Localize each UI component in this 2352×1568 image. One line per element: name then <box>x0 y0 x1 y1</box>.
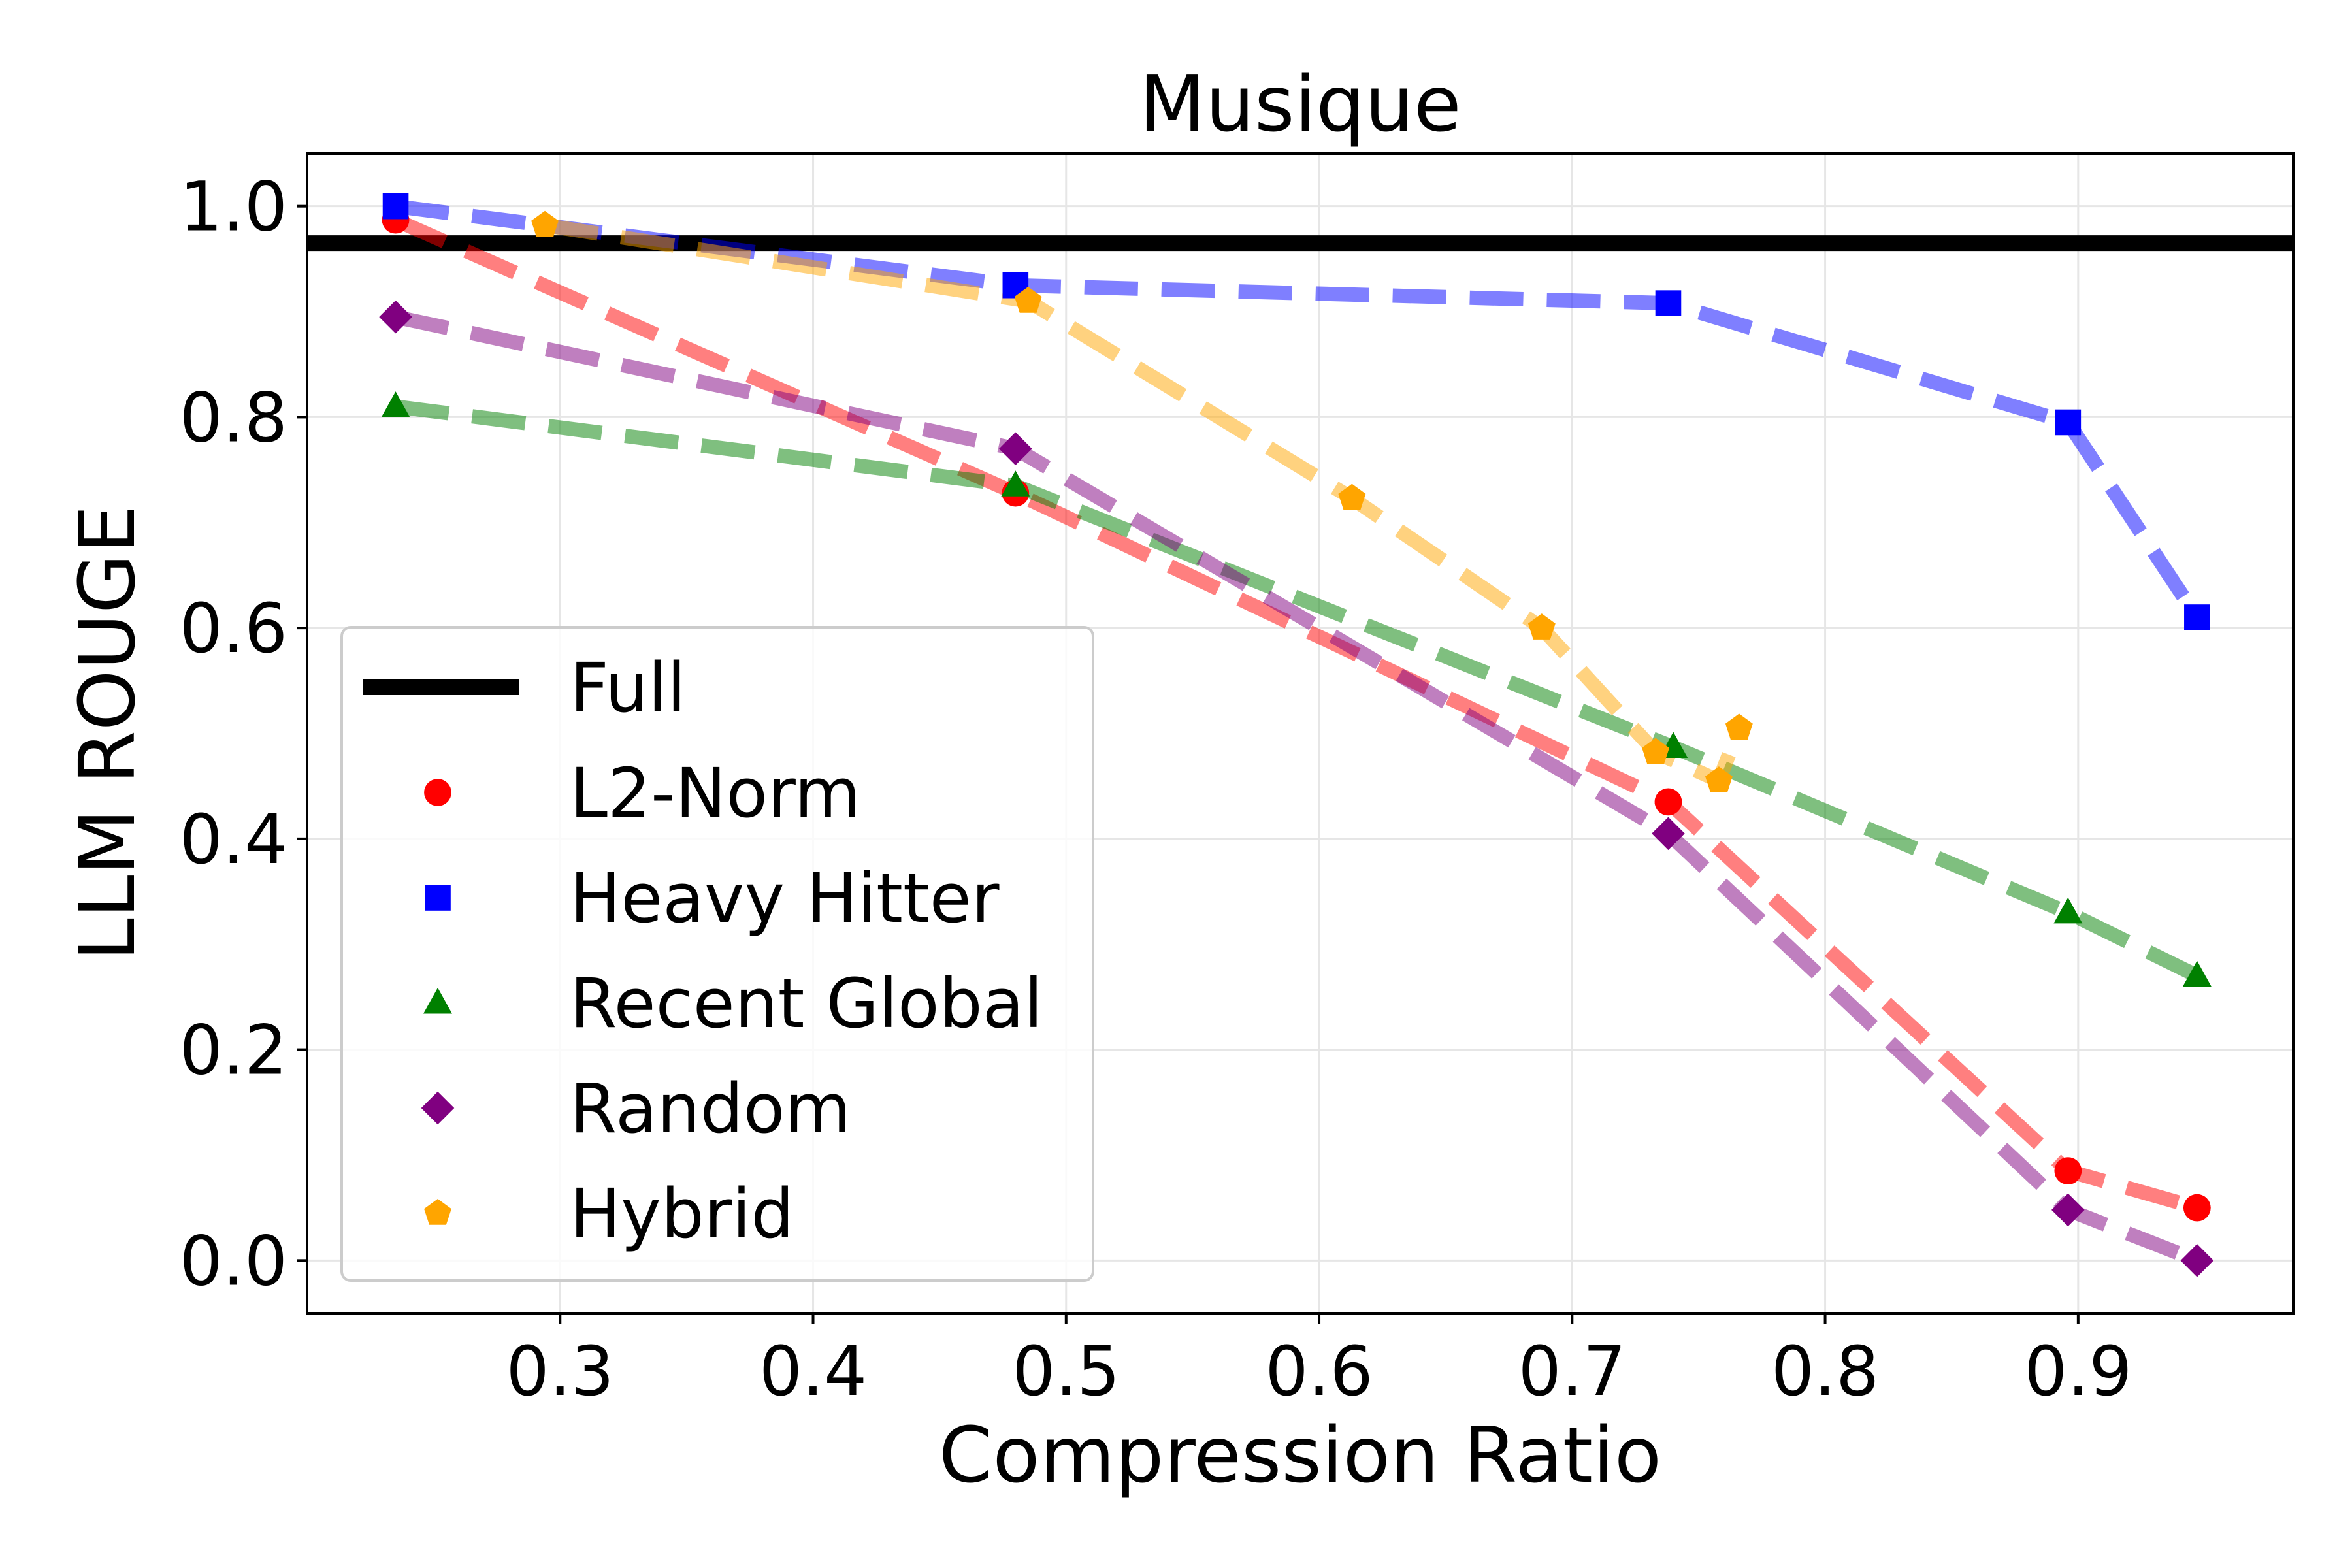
axis-ticks: 0.3 0.4 0.5 0.6 0.7 0.8 0.9 0.0 0.2 0.4 0.6 0.8 1.0 <box>180 167 2132 1411</box>
legend-label-hybrid: Hybrid <box>570 1174 794 1254</box>
x-axis-label: Compression Ratio <box>939 1410 1661 1500</box>
data-point-recent-global <box>381 391 410 417</box>
x-tick-label: 0.6 <box>1265 1331 1373 1411</box>
y-tick-label: 0.4 <box>180 800 287 879</box>
data-point-random <box>1652 817 1685 851</box>
data-point-random <box>2051 1193 2085 1227</box>
data-point-hybrid <box>1338 483 1366 510</box>
data-point-recent-global <box>2182 960 2212 987</box>
legend-swatch-heavy-hitter <box>425 885 451 911</box>
x-tick-label: 0.7 <box>1518 1331 1626 1411</box>
y-tick-label: 0.2 <box>180 1011 287 1090</box>
legend-swatch-recent-global <box>423 987 452 1014</box>
data-point-hybrid <box>1725 713 1753 740</box>
data-point-heavy-hitter <box>2055 409 2082 436</box>
y-tick-label: 1.0 <box>180 167 287 247</box>
legend-label-recent-global: Recent Global <box>570 964 1043 1043</box>
chart-title: Musique <box>1139 59 1461 149</box>
y-tick-label: 0.8 <box>180 378 287 457</box>
legend-label-heavy-hitter: Heavy Hitter <box>570 858 1000 938</box>
legend-label-l2-norm: L2-Norm <box>570 753 860 833</box>
x-tick-label: 0.3 <box>506 1331 614 1411</box>
data-point-heavy-hitter <box>1655 290 1682 316</box>
y-tick-label: 0.6 <box>180 589 287 668</box>
data-point-heavy-hitter <box>382 193 409 220</box>
legend-label-random: Random <box>570 1069 851 1149</box>
legend-frame <box>340 626 1094 1282</box>
legend-swatch-l2-norm <box>424 779 451 806</box>
data-point-l2-norm <box>2183 1194 2211 1222</box>
data-point-l2-norm <box>1654 788 1682 816</box>
plot-frame <box>306 152 2295 1315</box>
data-point-random <box>2180 1244 2214 1277</box>
data-point-hybrid <box>531 210 559 237</box>
legend-label-full: Full <box>570 648 686 728</box>
x-tick-label: 0.5 <box>1012 1331 1120 1411</box>
data-point-hybrid <box>1705 766 1733 792</box>
legend: Full L2-Norm Heavy Hitter Recent Global Rand… <box>340 626 1094 1282</box>
data-point-heavy-hitter <box>2184 604 2210 630</box>
data-point-hybrid <box>1014 286 1042 313</box>
legend-swatch-random <box>421 1091 455 1125</box>
data-point-hybrid <box>1527 613 1556 640</box>
data-point-recent-global <box>2053 897 2083 924</box>
x-tick-label: 0.4 <box>759 1331 867 1411</box>
x-tick-label: 0.8 <box>1771 1331 1879 1411</box>
data-point-l2-norm <box>2054 1157 2082 1185</box>
y-axis-label: LLM ROUGE <box>62 505 152 961</box>
data-point-random <box>999 432 1032 466</box>
data-point-recent-global <box>1001 470 1030 497</box>
data-point-hybrid <box>1642 738 1670 764</box>
data-point-random <box>379 300 412 334</box>
series-markers <box>379 193 2214 1277</box>
x-tick-label: 0.9 <box>2024 1331 2132 1411</box>
legend-swatch-hybrid <box>424 1199 451 1225</box>
y-tick-label: 0.0 <box>180 1221 287 1301</box>
